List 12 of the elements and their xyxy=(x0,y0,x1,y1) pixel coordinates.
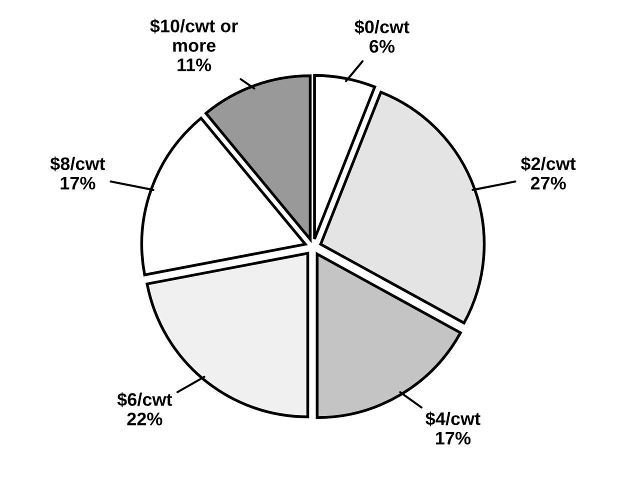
data-label: 27% xyxy=(530,176,566,190)
data-label: 11% xyxy=(178,58,212,72)
slice-label: $6/cwt xyxy=(117,392,172,408)
slice-label: $0/cwt xyxy=(354,20,410,34)
slice-label: $10/cwt or more xyxy=(150,18,238,52)
slice-label: $8/cwt xyxy=(50,156,106,172)
data-label: 17% xyxy=(436,432,471,445)
slice-label: $2/cwt xyxy=(520,156,576,172)
data-label: 22% xyxy=(127,412,162,426)
data-label: 17% xyxy=(60,176,96,190)
data-label: 6% xyxy=(370,40,395,53)
slice-label: $4/cwt xyxy=(426,412,480,426)
